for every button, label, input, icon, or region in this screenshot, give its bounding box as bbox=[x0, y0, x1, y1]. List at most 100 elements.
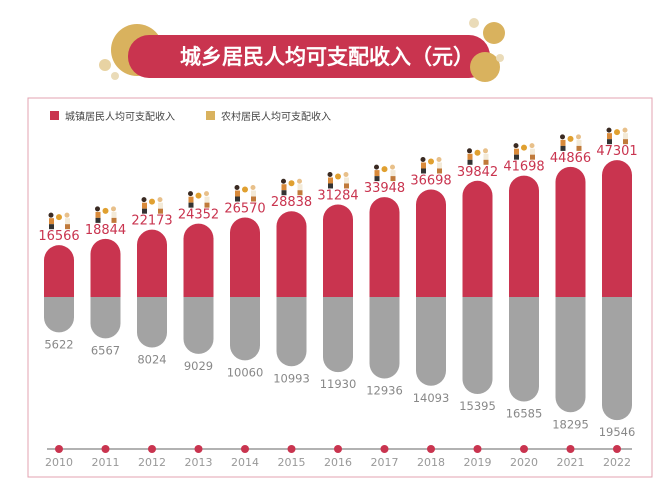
person-icon bbox=[606, 127, 612, 133]
rural-bar bbox=[509, 297, 539, 402]
person-icon bbox=[65, 218, 70, 225]
decor-dot bbox=[469, 18, 479, 28]
person-icon bbox=[157, 197, 163, 203]
urban-bar bbox=[90, 238, 121, 297]
coin-icon bbox=[381, 166, 388, 173]
person-icon bbox=[560, 139, 566, 146]
urban-value-label: 28838 bbox=[271, 195, 312, 210]
urban-value-label: 24352 bbox=[178, 208, 219, 223]
person-icon bbox=[343, 171, 349, 177]
urban-value-label: 36698 bbox=[410, 173, 451, 188]
rural-bar bbox=[183, 297, 214, 354]
person-icon bbox=[560, 134, 565, 140]
person-icon bbox=[467, 153, 473, 160]
timeline-dot bbox=[427, 445, 435, 453]
rural-bar bbox=[276, 297, 307, 367]
urban-bar bbox=[276, 211, 307, 297]
person-icon bbox=[48, 212, 54, 218]
coin-icon bbox=[474, 149, 481, 156]
person-icon bbox=[297, 184, 303, 191]
rural-bar bbox=[369, 297, 400, 379]
rural-bar bbox=[44, 297, 74, 333]
person-icon bbox=[483, 159, 489, 165]
person-icon bbox=[374, 164, 379, 170]
person-icon bbox=[576, 139, 582, 146]
coin-icon bbox=[195, 192, 202, 199]
rural-value-label: 18295 bbox=[552, 417, 589, 431]
person-icon bbox=[327, 171, 333, 177]
timeline-dot bbox=[148, 445, 156, 453]
urban-value-label: 31284 bbox=[317, 188, 358, 203]
urban-bar bbox=[230, 217, 260, 297]
person-icon bbox=[65, 224, 70, 230]
year-label: 2012 bbox=[138, 456, 166, 469]
urban-bar bbox=[44, 245, 74, 297]
decor-dot bbox=[99, 59, 111, 71]
person-icon bbox=[622, 127, 628, 133]
year-label: 2014 bbox=[231, 456, 259, 469]
person-icon bbox=[235, 190, 240, 197]
rural-bar bbox=[462, 297, 493, 394]
coin-icon bbox=[567, 135, 574, 142]
person-icon bbox=[281, 190, 287, 196]
person-icon bbox=[467, 159, 473, 165]
timeline-dot bbox=[334, 445, 342, 453]
person-icon bbox=[188, 202, 194, 208]
rural-value-label: 15395 bbox=[459, 399, 496, 413]
person-icon bbox=[281, 184, 287, 191]
person-icon bbox=[390, 176, 396, 182]
rural-bar bbox=[323, 297, 353, 373]
person-icon bbox=[390, 164, 395, 170]
person-icon bbox=[204, 202, 210, 208]
rural-value-label: 10060 bbox=[227, 365, 264, 379]
person-icon bbox=[95, 217, 101, 223]
timeline-dot bbox=[380, 445, 389, 453]
rural-value-label: 9029 bbox=[184, 359, 213, 373]
legend-swatch-rural bbox=[206, 111, 215, 120]
legend-swatch-urban bbox=[50, 111, 59, 120]
person-icon bbox=[95, 206, 100, 212]
urban-bar bbox=[416, 189, 446, 297]
rural-bar bbox=[555, 297, 586, 413]
person-icon bbox=[560, 145, 566, 151]
person-icon bbox=[513, 143, 519, 149]
person-icon bbox=[374, 176, 380, 182]
coin-icon bbox=[614, 129, 620, 136]
year-label: 2010 bbox=[45, 456, 73, 469]
urban-bar bbox=[509, 175, 539, 297]
timeline-dot bbox=[566, 445, 575, 453]
coin-icon bbox=[288, 180, 295, 187]
timeline-dot bbox=[613, 445, 621, 453]
rural-value-label: 14093 bbox=[413, 391, 450, 405]
person-icon bbox=[514, 148, 519, 155]
timeline-dot bbox=[473, 445, 482, 453]
person-icon bbox=[158, 202, 163, 209]
urban-value-label: 18844 bbox=[85, 223, 126, 238]
legend-label-urban: 城镇居民人均可支配收入 bbox=[65, 110, 175, 123]
person-icon bbox=[142, 208, 147, 214]
legend-label-rural: 农村居民人均可支配收入 bbox=[221, 110, 331, 123]
decor-dot bbox=[483, 22, 505, 44]
year-label: 2019 bbox=[464, 456, 492, 469]
person-icon bbox=[141, 197, 147, 203]
timeline-dot bbox=[241, 445, 249, 453]
person-icon bbox=[607, 139, 612, 145]
person-icon bbox=[297, 190, 303, 196]
person-icon bbox=[576, 134, 581, 140]
person-icon bbox=[64, 212, 70, 218]
person-icon bbox=[297, 178, 302, 184]
year-label: 2020 bbox=[510, 456, 538, 469]
person-icon bbox=[390, 170, 396, 177]
rural-value-label: 12936 bbox=[366, 383, 403, 397]
urban-value-label: 41698 bbox=[503, 160, 544, 175]
person-icon bbox=[530, 154, 535, 160]
coin-icon bbox=[102, 207, 109, 214]
decor-dot bbox=[111, 72, 119, 80]
person-icon bbox=[234, 185, 240, 191]
person-icon bbox=[420, 156, 426, 162]
urban-bar bbox=[602, 160, 632, 297]
person-icon bbox=[49, 224, 54, 230]
person-icon bbox=[374, 170, 380, 177]
year-label: 2017 bbox=[371, 456, 399, 469]
